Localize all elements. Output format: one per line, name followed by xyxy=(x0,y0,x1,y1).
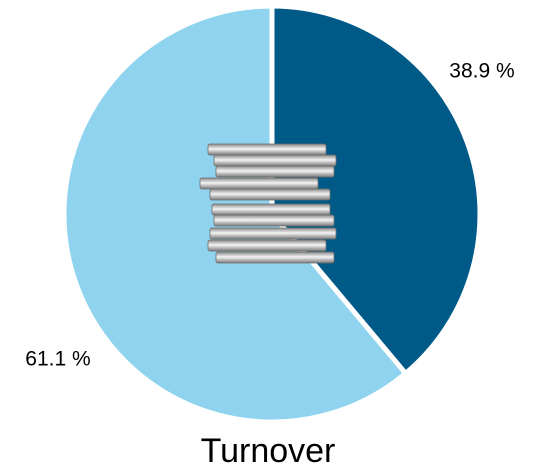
chart-title: Turnover xyxy=(201,432,336,470)
coin-stack-icon xyxy=(199,143,337,264)
data-label: 61.1 % xyxy=(25,348,90,371)
data-label: 38.9 % xyxy=(449,60,514,83)
pie-slice xyxy=(269,3,483,377)
